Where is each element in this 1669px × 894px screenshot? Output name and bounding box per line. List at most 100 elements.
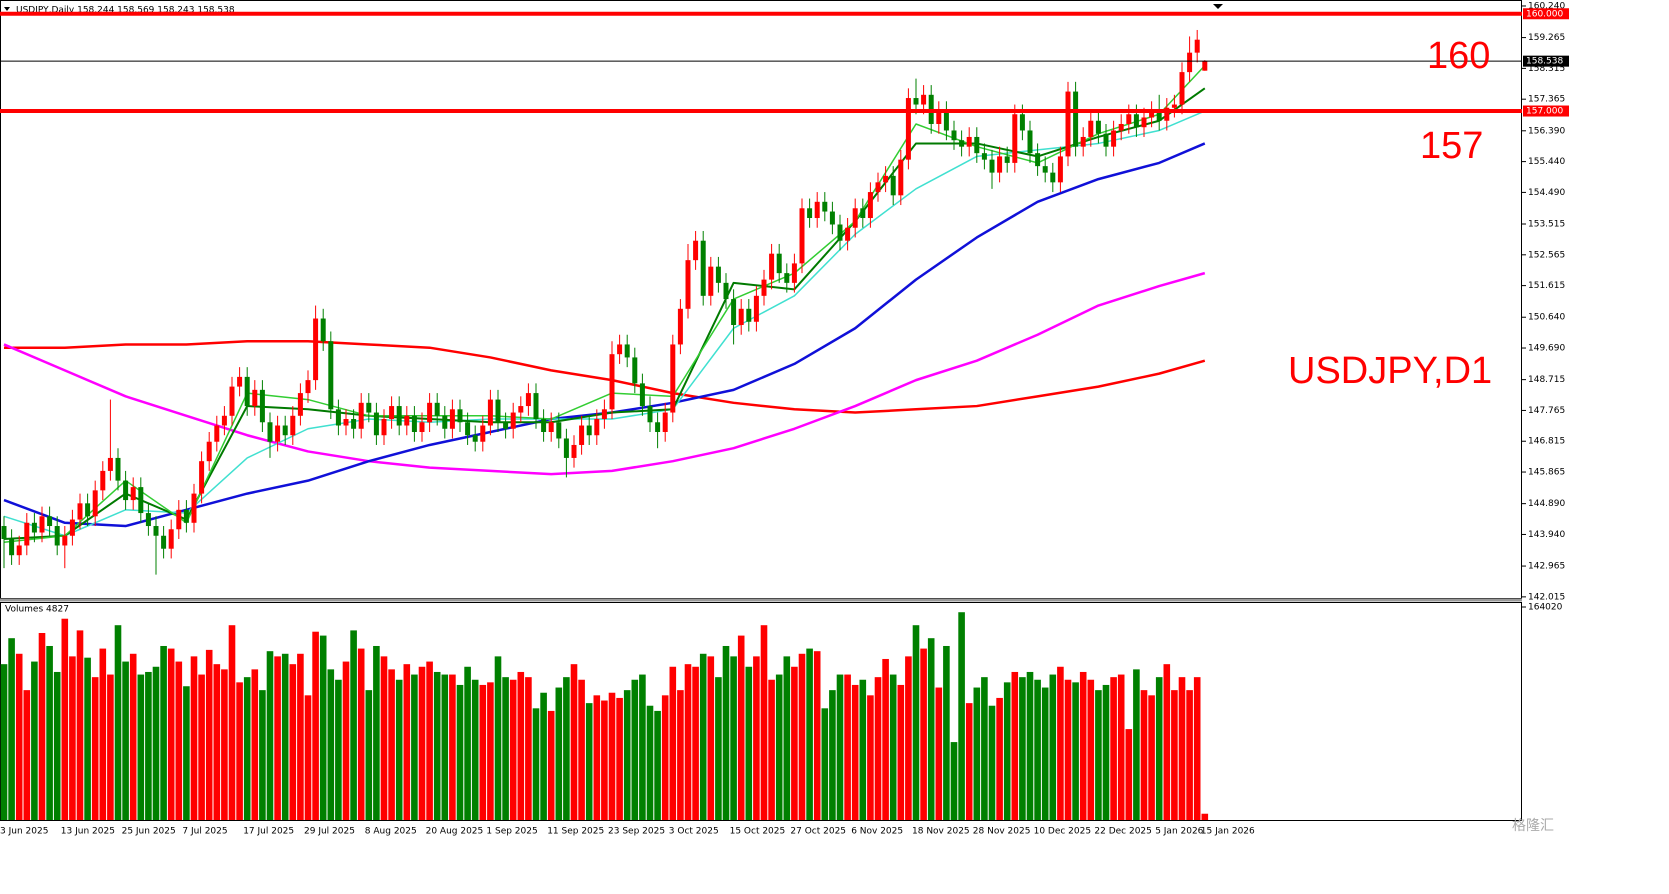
candle-body bbox=[465, 422, 471, 436]
x-tick-label: 25 Jun 2025 bbox=[122, 827, 176, 837]
candle-body bbox=[1095, 120, 1101, 134]
candle-body bbox=[541, 419, 547, 432]
candle-body bbox=[791, 263, 797, 283]
volume-bar bbox=[388, 669, 395, 820]
candle-body bbox=[1019, 114, 1025, 131]
candle-body bbox=[617, 344, 623, 355]
volume-bar bbox=[889, 674, 897, 820]
watermark: 格隆汇 bbox=[1512, 818, 1554, 834]
volume-bar bbox=[661, 695, 669, 820]
candle-body bbox=[297, 393, 303, 416]
candle-body bbox=[579, 425, 585, 445]
volume-bar bbox=[798, 653, 806, 820]
candle-body bbox=[1111, 130, 1117, 147]
candle-body bbox=[275, 425, 281, 442]
volume-bar bbox=[221, 669, 228, 820]
candle-body bbox=[107, 457, 113, 471]
x-tick-label: 3 Jun 2025 bbox=[0, 827, 48, 837]
candle-body bbox=[890, 175, 896, 196]
y-tick-label: 145.865 bbox=[1528, 468, 1565, 478]
y-tick-label: 143.940 bbox=[1528, 530, 1565, 540]
volume-bar bbox=[867, 695, 874, 820]
candle-body bbox=[548, 422, 554, 432]
candle-body bbox=[320, 318, 326, 342]
volume-bar bbox=[563, 677, 570, 820]
candle-body bbox=[1202, 61, 1208, 71]
volume-bar bbox=[1003, 682, 1011, 820]
volume-bar bbox=[61, 618, 69, 820]
volume-bar bbox=[69, 656, 76, 820]
volume-bar bbox=[509, 679, 517, 820]
candle-body bbox=[145, 513, 151, 527]
annotation: 157 bbox=[1420, 125, 1483, 167]
volume-bar bbox=[449, 674, 456, 820]
volume-bar bbox=[342, 661, 350, 820]
volume-bar bbox=[479, 684, 487, 820]
volume-bar bbox=[760, 625, 768, 820]
candle-body bbox=[905, 98, 911, 160]
volume-bar bbox=[844, 674, 851, 820]
candle-body bbox=[427, 402, 433, 423]
level-tag bbox=[1523, 105, 1569, 117]
candle-body bbox=[366, 402, 372, 413]
x-tick-label: 15 Jan 2026 bbox=[1201, 827, 1255, 837]
x-tick-label: 6 Nov 2025 bbox=[851, 827, 903, 837]
volume-bar bbox=[190, 656, 198, 820]
shift-marker bbox=[1213, 4, 1223, 9]
candle-body bbox=[647, 406, 653, 423]
candle-body bbox=[1118, 123, 1124, 131]
candle-body bbox=[503, 422, 509, 429]
candle-body bbox=[16, 545, 22, 556]
candle-body bbox=[411, 415, 417, 432]
volume-bar bbox=[327, 669, 335, 820]
candle-body bbox=[655, 422, 661, 432]
candle-body bbox=[807, 208, 813, 219]
volume-bar bbox=[601, 700, 608, 820]
volume-bar bbox=[411, 674, 418, 820]
volume-bar bbox=[1034, 679, 1041, 820]
x-tick-label: 11 Sep 2025 bbox=[547, 827, 604, 837]
x-tick-label: 17 Jul 2025 bbox=[243, 827, 294, 837]
candle-body bbox=[981, 153, 987, 160]
volume-bar bbox=[114, 625, 122, 820]
volume-bar bbox=[874, 677, 882, 820]
volume-bar bbox=[433, 671, 441, 820]
volume-bar bbox=[274, 656, 281, 820]
x-tick-label: 3 Oct 2025 bbox=[669, 827, 719, 837]
candle-body bbox=[670, 344, 676, 413]
candle-body bbox=[586, 425, 592, 436]
volume-bar bbox=[532, 708, 540, 820]
volume-bar bbox=[813, 651, 821, 820]
volume-bar bbox=[1201, 813, 1209, 820]
candle-body bbox=[533, 393, 539, 420]
volume-bar bbox=[1095, 690, 1102, 820]
volume-bar bbox=[297, 653, 304, 820]
volume-bar bbox=[183, 686, 190, 820]
volume-bar bbox=[646, 705, 654, 820]
x-tick-label: 1 Sep 2025 bbox=[486, 827, 537, 837]
volume-bar bbox=[464, 666, 471, 820]
candle-body bbox=[244, 376, 250, 407]
candle-body bbox=[259, 389, 265, 423]
candle-body bbox=[867, 192, 873, 219]
y-tick-label: 157.365 bbox=[1528, 95, 1565, 105]
volume-bar bbox=[882, 658, 889, 820]
volume-bar bbox=[707, 656, 715, 820]
annotation: USDJPY,D1 bbox=[1288, 350, 1492, 392]
volume-bar bbox=[1072, 682, 1079, 820]
candle-body bbox=[1164, 107, 1170, 121]
volume-bar bbox=[289, 664, 297, 820]
volume-bar bbox=[715, 677, 722, 820]
volume-bar bbox=[593, 695, 601, 820]
volume-bar bbox=[84, 657, 91, 820]
volume-bar bbox=[53, 671, 61, 820]
x-tick-label: 28 Nov 2025 bbox=[973, 827, 1031, 837]
volume-bar bbox=[684, 664, 692, 820]
candle-body bbox=[563, 438, 569, 458]
volume-bar bbox=[38, 632, 46, 820]
volume-bar bbox=[1087, 679, 1095, 820]
menu-arrow bbox=[4, 7, 10, 11]
y-tick-label: 160.240 bbox=[1528, 1, 1565, 11]
candle-body bbox=[396, 406, 402, 426]
candle-body bbox=[1012, 114, 1018, 163]
